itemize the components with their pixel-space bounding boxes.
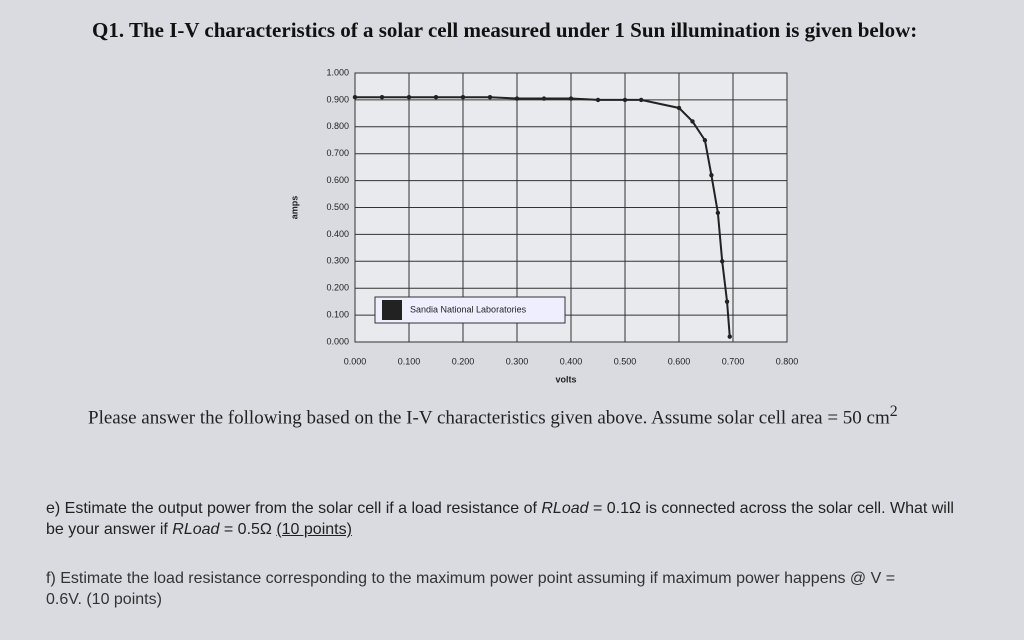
x-tick-label: 0.800: [776, 356, 799, 366]
y-tick-label: 0.100: [326, 309, 349, 319]
part-f: f) Estimate the load resistance correspo…: [46, 570, 896, 608]
y-tick-label: 0.500: [326, 202, 349, 212]
paragraph: Please answer the following based on the…: [88, 400, 1018, 429]
data-point: [406, 95, 412, 100]
text: = 0.5Ω: [219, 521, 277, 538]
x-tick-label: 0.600: [668, 356, 691, 366]
text: = 0.1Ω is connected across the solar cel…: [46, 500, 954, 538]
y-tick-label: 1.000: [326, 67, 349, 77]
y-tick-label: 0.600: [326, 175, 349, 185]
annotation-box: [374, 296, 566, 324]
data-point: [514, 96, 520, 101]
y-tick-label: 0.300: [326, 256, 349, 266]
points: (10 points): [276, 521, 352, 538]
annotation: Sandia National Laboratories: [374, 296, 566, 324]
variable: RLoad: [172, 521, 220, 538]
data-point: [639, 97, 644, 103]
part-e: e) Estimate the output power from the so…: [46, 498, 956, 540]
annotation-text: Sandia National Laboratories: [410, 304, 527, 314]
logo: [382, 300, 402, 320]
data-point: [352, 95, 358, 100]
data-point: [720, 259, 725, 264]
data-point: [379, 95, 385, 100]
y-tick-label: 0.400: [326, 229, 349, 239]
y-tick-label: 0.900: [326, 94, 349, 104]
data-point: [487, 95, 493, 100]
x-tick-label: 0.700: [722, 356, 745, 366]
data-point: [595, 97, 601, 103]
data-point: [568, 96, 574, 101]
data-point: [541, 96, 547, 101]
y-axis-label: amps: [289, 196, 299, 220]
series-line: [355, 96, 731, 337]
data-point: [715, 210, 721, 216]
x-tick-label: 0.400: [560, 356, 583, 366]
data-point: [433, 95, 439, 100]
data-point: [622, 97, 628, 103]
x-tick-label: 0.200: [452, 356, 475, 366]
data-point: [727, 334, 732, 339]
x-tick-label: 0.500: [614, 356, 637, 366]
chart: 0.000 0.100 0.200 0.300 0.400 0.500 0.600 0.700…: [289, 67, 799, 384]
x-tick-label: 0.100: [398, 356, 421, 366]
data-point: [690, 119, 695, 124]
data-point: [702, 138, 708, 143]
data-point: [676, 105, 682, 111]
x-axis-label: volts: [555, 374, 576, 384]
x-tick-label: 0.300: [506, 356, 529, 366]
question: Q1. The I-V characteristics of a solar c…: [92, 18, 918, 42]
paragraph-text: Please answer the following based on the…: [88, 407, 890, 429]
y-tick-label: 0.000: [326, 336, 349, 346]
superscript: 2: [889, 403, 898, 420]
variable: RLoad: [541, 500, 589, 517]
data-point: [709, 173, 714, 178]
data-point: [724, 299, 730, 304]
x-tick-label: 0.000: [344, 356, 367, 366]
y-tick-label: 0.800: [326, 121, 349, 131]
y-tick-label: 0.200: [326, 283, 349, 293]
y-tick-label: 0.700: [326, 148, 349, 158]
data-point: [460, 95, 466, 100]
text: e) Estimate the output power from the so…: [46, 500, 542, 517]
